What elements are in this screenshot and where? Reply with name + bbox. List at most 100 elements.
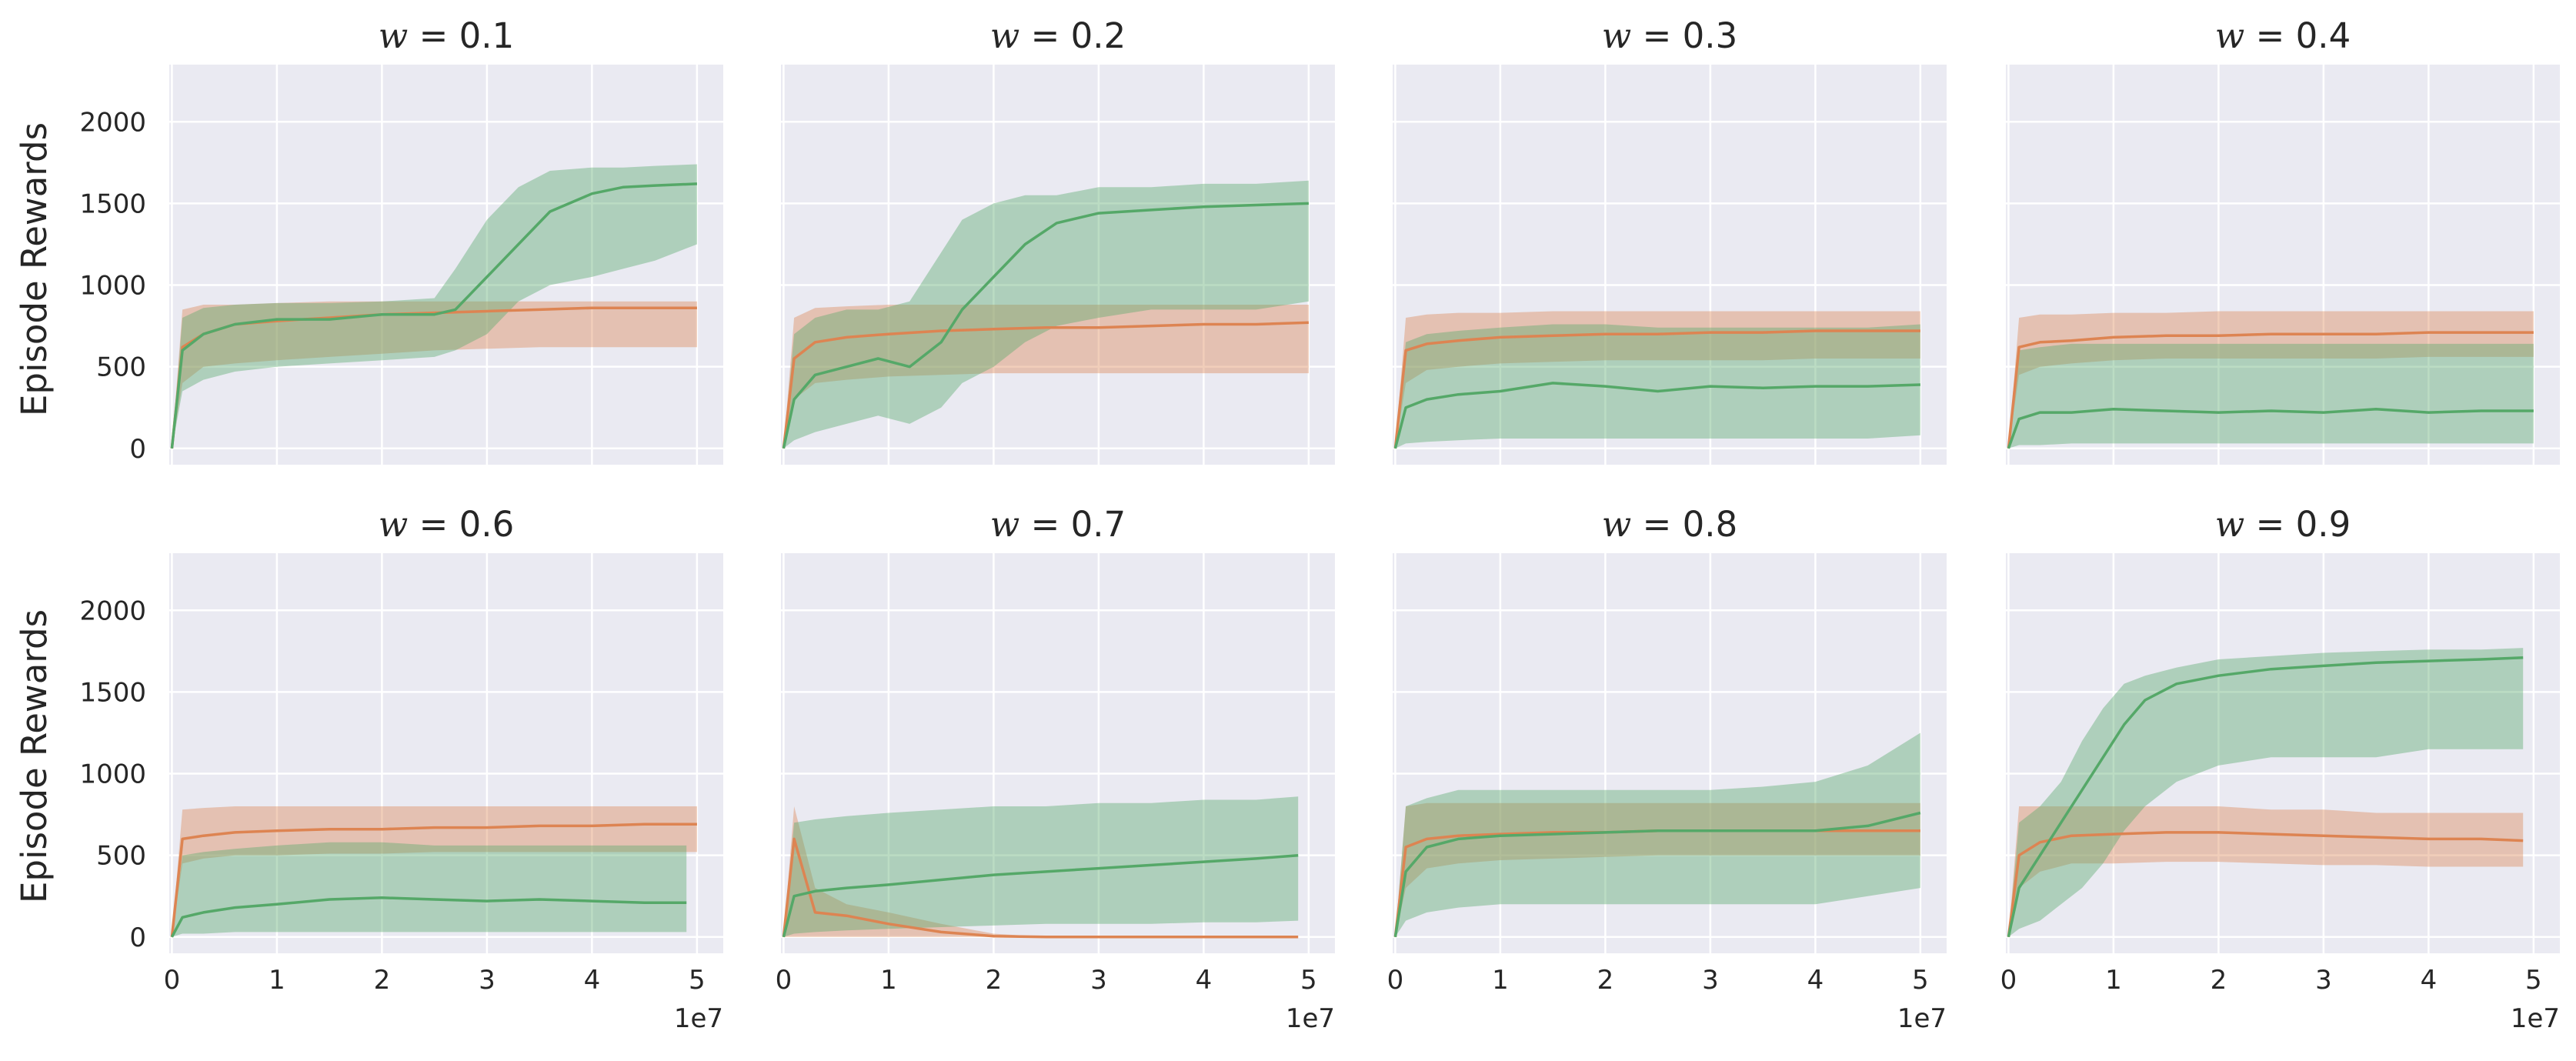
subplot-title: w = 0.2 [990,15,1126,56]
x-axis-offset-label: 1e7 [1286,1003,1335,1034]
green-mean-line [170,896,687,938]
green-mean-line [2007,656,2524,938]
subplot-title: w = 0.8 [1602,504,1737,545]
plot-area [1393,553,1947,953]
orange-mean-line [782,321,1309,449]
subplot-0.1: w = 0.1 0 500 1000 1500 2000 [79,15,723,465]
title-variable: w [990,15,1020,56]
subplot-0.6: w = 0.6 0 500 1000 1500 2000 0 1 2 3 4 5 1e7 [79,504,723,1034]
subplot-title: w = 0.4 [2215,15,2351,56]
title-variable: w [1602,504,1632,545]
gridlines [169,65,723,465]
x-tick-label: 4 [1807,965,1824,996]
green-mean-line [2007,408,2534,449]
y-tick-label: 1500 [79,677,146,708]
y-axis-label-top: Episode Rewards [14,122,55,416]
x-axis-offset-label: 1e7 [674,1003,723,1034]
green-mean-line [1393,811,1921,938]
title-value: 0.2 [1071,15,1126,56]
title-equals: = [408,15,459,56]
green-mean-line [782,853,1299,938]
title-equals: = [2244,504,2295,545]
green-variance-band [783,796,1299,937]
y-axis-label-bottom: Episode Rewards [14,609,55,903]
title-equals: = [1019,15,1070,56]
x-tick-label: 0 [164,965,181,996]
y-tick-label: 1000 [79,271,146,302]
subplot-0.9: w = 0.9 0 1 2 3 4 5 1e7 [2000,504,2560,1034]
title-value: 0.9 [2296,504,2351,545]
orange-mean-line [1393,329,1920,449]
y-tick-label: 1500 [79,189,146,219]
subplot-0.3: w = 0.3 [1393,15,1947,465]
title-equals: = [2244,15,2295,56]
gridlines [169,553,723,953]
x-axis-offset-label: 1e7 [2511,1003,2560,1034]
plot-area [169,553,723,953]
x-tick-label: 0 [2000,965,2017,996]
green-variance-band [1395,732,1920,937]
gridlines [2006,65,2560,465]
gridlines [781,65,1335,465]
subplot-0.2: w = 0.2 [781,15,1335,465]
subplot-0.7: w = 0.7 0 1 2 3 4 5 1e7 [776,504,1335,1034]
plot-area [781,65,1335,465]
plot-area [2006,553,2560,953]
x-tick-label: 4 [1196,965,1213,996]
x-tick-label: 5 [2525,965,2542,996]
green-mean-line [782,202,1309,449]
subplot-0.4: w = 0.4 [2006,15,2560,465]
title-variable: w [2215,504,2245,545]
x-tick-label: 2 [374,965,391,996]
x-axis-offset-label: 1e7 [1897,1003,1947,1034]
gridlines [1393,553,1947,953]
orange-mean-line [782,837,1299,939]
subplot-title: w = 0.7 [990,504,1126,545]
subplot-title: w = 0.6 [379,504,514,545]
x-tick-label: 4 [584,965,601,996]
green-mean-line [1393,382,1920,449]
subplot-0.8: w = 0.8 0 1 2 3 4 5 1e7 [1387,504,1947,1034]
title-value: 0.3 [1683,15,1738,56]
title-variable: w [379,504,409,545]
green-variance-band [172,164,697,449]
gridlines [2006,553,2560,953]
title-value: 0.8 [1683,504,1738,545]
subplot-title: w = 0.1 [379,15,514,56]
plot-area [2006,65,2560,465]
title-variable: w [1602,15,1632,56]
title-value: 0.6 [459,504,515,545]
y-tick-label: 1000 [79,759,146,790]
x-tick-label: 2 [1597,965,1614,996]
orange-variance-band [1395,311,1920,449]
title-variable: w [990,504,1020,545]
x-tick-label: 3 [1090,965,1107,996]
title-equals: = [1631,504,1682,545]
x-tick-label: 5 [1300,965,1317,996]
plot-area [1393,65,1947,465]
x-tick-label: 0 [1387,965,1404,996]
title-equals: = [1019,504,1070,545]
green-mean-line [170,182,697,449]
x-tick-label: 1 [880,965,897,996]
gridlines [1393,65,1947,465]
orange-variance-band [2008,311,2534,449]
green-variance-band [2008,648,2524,937]
green-variance-band [783,180,1309,449]
orange-variance-band [783,305,1309,449]
orange-variance-band [172,301,697,449]
orange-mean-line [2007,331,2534,449]
y-tick-label: 0 [129,923,146,953]
y-tick-label: 500 [96,352,146,383]
x-tick-label: 2 [2211,965,2227,996]
orange-variance-band [172,806,697,937]
orange-mean-line [2007,831,2524,938]
x-tick-label: 3 [1702,965,1719,996]
title-variable: w [379,15,409,56]
y-tick-label: 500 [96,841,146,872]
title-value: 0.1 [459,15,515,56]
title-equals: = [1631,15,1682,56]
orange-variance-band [783,806,1299,937]
